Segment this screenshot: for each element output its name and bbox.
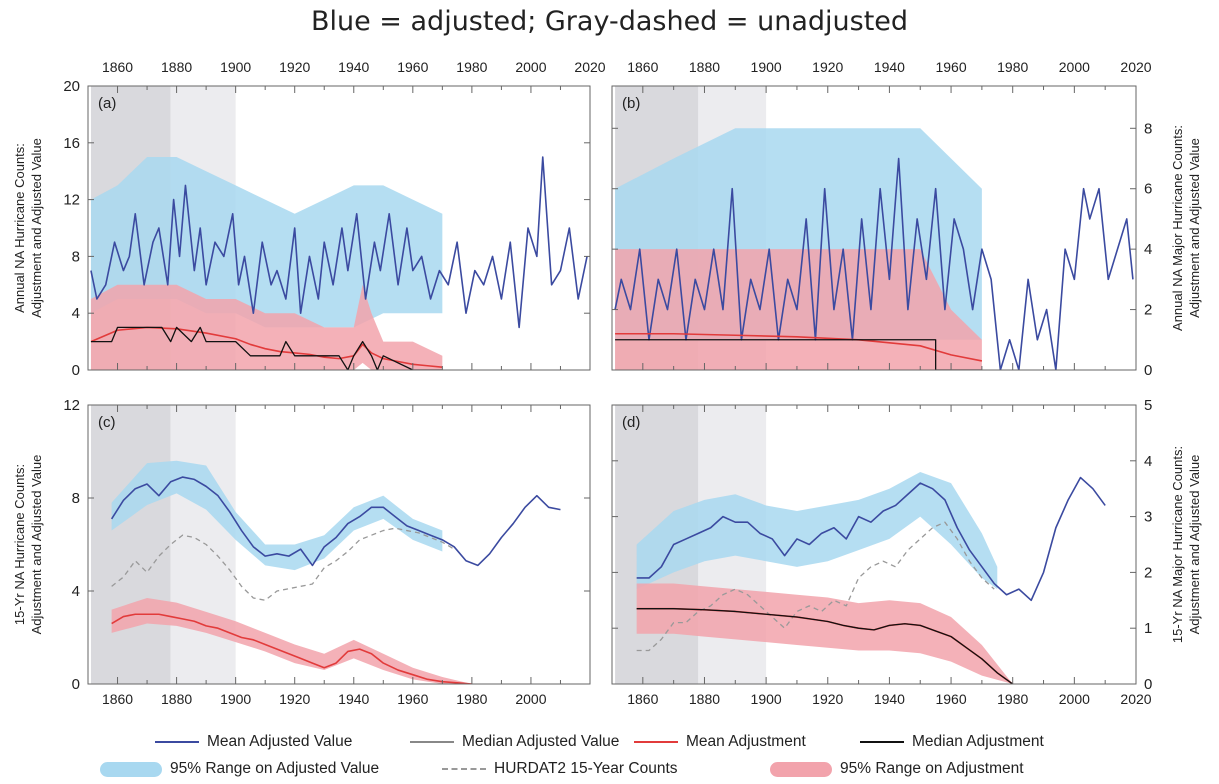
- x-tick-label-top-a-1980: 1980: [456, 59, 487, 75]
- x-tick-label-top-b-2000: 2000: [1059, 59, 1090, 75]
- band-range-adjusted-c: [111, 460, 443, 571]
- panel-c-plot: [90, 405, 561, 684]
- x-tick-label-top-b-1860: 1860: [627, 59, 658, 75]
- x-tick-label-top-a-1880: 1880: [161, 59, 192, 75]
- y-axis-label-a-0: Annual NA Hurricane Counts:: [12, 143, 27, 313]
- y-tick-label-d-4: 4: [1144, 453, 1152, 470]
- line-hurdat-d: [636, 521, 995, 652]
- x-tick-label-top-b-2020: 2020: [1120, 59, 1151, 75]
- line-mean-adjusted-b: [614, 157, 1134, 370]
- x-tick-label-top-b-1920: 1920: [812, 59, 843, 75]
- panel-frame-c: [87, 404, 591, 685]
- x-tick-label-top-a-2000: 2000: [515, 59, 546, 75]
- x-tick-label-top-b-1940: 1940: [874, 59, 905, 75]
- band-range-adjusted-d: [636, 471, 998, 590]
- line-mean-adjusted-d: [636, 476, 1106, 602]
- x-tick-label-top-b-1960: 1960: [935, 59, 966, 75]
- x-tick-label-top-a-1940: 1940: [338, 59, 369, 75]
- y-axis-label-c-1: Adjustment and Adjusted Value: [29, 455, 44, 635]
- panel-frame-a: [87, 85, 591, 371]
- x-tick-label-bottom-d-2020: 2020: [1120, 691, 1151, 707]
- shaded-period-c-0: [90, 405, 171, 684]
- y-tick-label-d-0: 0: [1144, 676, 1152, 693]
- x-tick-label-bottom-c-1980: 1980: [456, 691, 487, 707]
- line-median-adjustment-b: [615, 339, 982, 370]
- y-tick-label-a-16: 16: [63, 135, 80, 152]
- x-tick-label-bottom-d-1880: 1880: [689, 691, 720, 707]
- line-hurdat-c: [111, 527, 455, 601]
- y-tick-label-c-8: 8: [72, 490, 80, 507]
- panel-frame-d: [611, 404, 1137, 685]
- x-tick-label-top-a-1920: 1920: [279, 59, 310, 75]
- panel-b-plot: [614, 86, 1134, 370]
- y-axis-label-b-0: Annual NA Major Hurricane Counts:: [1170, 125, 1185, 331]
- panel-label-b: (b): [622, 95, 640, 112]
- y-tick-label-a-0: 0: [72, 362, 80, 379]
- y-tick-label-b-4: 4: [1144, 241, 1152, 258]
- x-tick-label-bottom-d-2000: 2000: [1059, 691, 1090, 707]
- y-tick-label-b-6: 6: [1144, 181, 1152, 198]
- x-tick-label-top-b-1980: 1980: [997, 59, 1028, 75]
- y-axis-label-d-1: Adjustment and Adjusted Value: [1187, 455, 1202, 635]
- x-tick-label-top-b-1880: 1880: [689, 59, 720, 75]
- x-tick-label-bottom-d-1900: 1900: [751, 691, 782, 707]
- x-tick-label-bottom-c-1940: 1940: [338, 691, 369, 707]
- x-tick-label-bottom-c-1880: 1880: [161, 691, 192, 707]
- band-range-adjusted-a: [90, 157, 443, 328]
- y-axis-label-d-0: 15-Yr NA Major Hurricane Counts:: [1170, 446, 1185, 643]
- y-tick-label-c-0: 0: [72, 676, 80, 693]
- y-tick-label-d-3: 3: [1144, 509, 1152, 526]
- panel-d-plot: [615, 405, 1106, 684]
- band-range-adjustment-a: [90, 284, 443, 370]
- panel-label-a: (a): [98, 95, 116, 112]
- line-mean-adjusted-c: [110, 476, 561, 567]
- x-tick-label-bottom-d-1960: 1960: [935, 691, 966, 707]
- x-tick-label-bottom-c-1920: 1920: [279, 691, 310, 707]
- x-tick-label-top-a-1960: 1960: [397, 59, 428, 75]
- y-tick-label-a-8: 8: [72, 248, 80, 265]
- y-axis-label-b-1: Adjustment and Adjusted Value: [1187, 138, 1202, 318]
- line-median-adjustment-d: [636, 608, 1014, 684]
- figure-title: Blue = adjusted; Gray-dashed = unadjuste…: [310, 6, 909, 37]
- x-tick-label-bottom-d-1920: 1920: [812, 691, 843, 707]
- panel-label-c: (c): [98, 414, 116, 431]
- x-tick-label-bottom-c-2000: 2000: [515, 691, 546, 707]
- y-tick-label-c-12: 12: [63, 397, 80, 414]
- x-tick-label-bottom-c-1860: 1860: [102, 691, 133, 707]
- band-range-adjustment-d: [636, 583, 1013, 684]
- y-tick-label-c-4: 4: [72, 583, 80, 600]
- x-tick-label-bottom-c-1960: 1960: [397, 691, 428, 707]
- y-tick-label-d-1: 1: [1144, 620, 1152, 637]
- x-tick-label-top-a-2020: 2020: [574, 59, 605, 75]
- panel-label-d: (d): [622, 414, 640, 431]
- y-tick-label-b-0: 0: [1144, 362, 1152, 379]
- x-tick-label-bottom-d-1940: 1940: [874, 691, 905, 707]
- x-tick-label-bottom-d-1860: 1860: [627, 691, 658, 707]
- x-tick-label-bottom-d-1980: 1980: [997, 691, 1028, 707]
- panel-frame-b: [611, 85, 1137, 371]
- panel-a-plot: [90, 86, 588, 370]
- y-tick-label-b-8: 8: [1144, 120, 1152, 137]
- x-tick-label-top-a-1900: 1900: [220, 59, 251, 75]
- line-mean-adjustment-c: [111, 613, 472, 684]
- y-tick-label-a-12: 12: [63, 192, 80, 209]
- shaded-period-c-1: [170, 405, 236, 684]
- y-tick-label-a-4: 4: [72, 305, 80, 322]
- y-tick-label-b-2: 2: [1144, 302, 1152, 319]
- line-median-adjustment-a: [90, 326, 443, 370]
- x-tick-label-bottom-c-1900: 1900: [220, 691, 251, 707]
- y-axis-label-c-0: 15-Yr NA Hurricane Counts:: [12, 464, 27, 625]
- line-mean-adjusted-a: [90, 156, 588, 329]
- y-tick-label-d-5: 5: [1144, 397, 1152, 414]
- y-tick-label-a-20: 20: [63, 78, 80, 95]
- x-tick-label-top-a-1860: 1860: [102, 59, 133, 75]
- y-axis-label-a-1: Adjustment and Adjusted Value: [29, 138, 44, 318]
- y-tick-label-d-2: 2: [1144, 564, 1152, 581]
- x-tick-label-top-b-1900: 1900: [751, 59, 782, 75]
